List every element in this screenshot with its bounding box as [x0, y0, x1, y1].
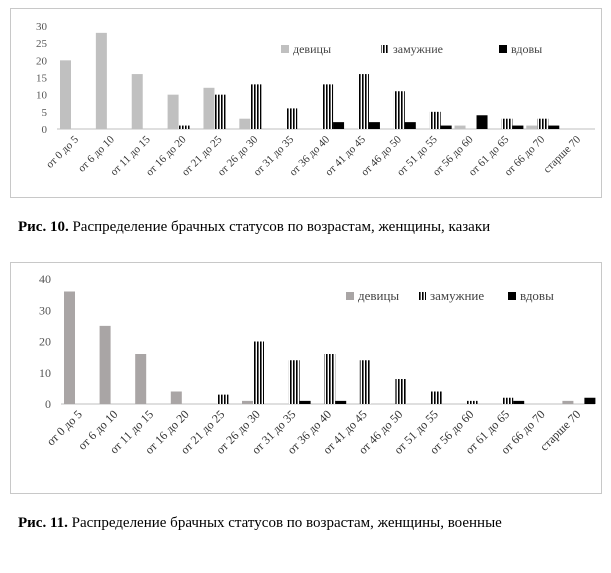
bar-замужние	[393, 91, 405, 129]
bar-вдовы	[404, 122, 416, 129]
legend-label-девицы: девицы	[293, 42, 331, 56]
bar-девицы	[454, 125, 466, 129]
figure-10-caption: Рис. 10. Распределение брачных статусов …	[18, 216, 598, 238]
legend-swatch-девицы	[281, 45, 289, 53]
bar-вдовы	[368, 122, 380, 129]
bar-замужние	[501, 118, 513, 129]
bar-девицы	[170, 391, 182, 404]
figure-11-caption-text: Распределение брачных статусов по возрас…	[67, 515, 502, 531]
bar-девицы	[203, 87, 215, 129]
bar-замужние	[466, 400, 478, 404]
bar-вдовы	[584, 397, 596, 404]
bar-девицы	[99, 325, 111, 404]
bar-девицы	[60, 60, 71, 130]
legend-label-вдовы: вдовы	[511, 42, 542, 56]
bar-девицы	[131, 74, 143, 129]
legend-swatch-вдовы	[508, 292, 516, 300]
y-tick-label: 10	[39, 366, 51, 380]
figure-11-caption-label: Рис. 11.	[18, 515, 68, 531]
y-tick-label: 20	[39, 335, 51, 349]
bar-вдовы	[548, 125, 560, 129]
bar-замужние	[217, 394, 229, 404]
bar-замужние	[288, 360, 300, 404]
y-tick-label: 15	[36, 73, 48, 85]
bar-замужние	[395, 379, 407, 404]
figure-10-caption-label: Рис. 10.	[18, 219, 69, 235]
legend-swatch-замужние	[418, 292, 426, 300]
bar-девицы	[242, 400, 253, 404]
bar-замужние	[357, 74, 369, 129]
bar-девицы	[167, 94, 179, 129]
bar-замужние	[502, 397, 514, 404]
bar-замужние	[178, 125, 190, 129]
bar-девицы	[562, 400, 574, 404]
y-tick-label: 20	[36, 55, 48, 67]
y-tick-label: 30	[39, 303, 51, 317]
bar-девицы	[95, 32, 107, 129]
bar-замужние	[250, 84, 262, 129]
legend-label-вдовы: вдовы	[520, 288, 554, 303]
bar-вдовы	[513, 400, 525, 404]
figure-11-caption: Рис. 11. Распределение брачных статусов …	[18, 512, 598, 534]
bar-девицы	[135, 354, 147, 404]
legend-label-замужние: замужние	[393, 42, 443, 56]
bar-девицы	[64, 291, 75, 404]
bar-вдовы	[476, 115, 488, 129]
legend-label-девицы: девицы	[358, 288, 399, 303]
bar-замужние	[322, 84, 334, 129]
bar-замужние	[286, 108, 298, 129]
y-tick-label: 10	[36, 90, 48, 102]
x-tick-label: старше 70	[541, 133, 583, 175]
y-tick-label: 5	[42, 107, 48, 119]
bar-замужние	[429, 111, 441, 129]
y-tick-label: 0	[45, 397, 51, 411]
bar-вдовы	[512, 125, 524, 129]
bar-девицы	[526, 125, 538, 129]
bar-замужние	[359, 360, 371, 404]
y-tick-label: 30	[36, 21, 48, 33]
y-tick-label: 40	[39, 272, 51, 286]
bar-девицы	[239, 118, 251, 129]
chart-10-frame: 0 5 10 15 20 25 30 от 0 до 5 от 6 до 10 от 11 до …	[10, 8, 602, 198]
chart-11-frame: 0 10 20 30 40 от 0 до 5 от 6 до 10 от 11 до 15 о…	[10, 262, 602, 494]
bar-замужние	[324, 354, 336, 404]
y-tick-label: 25	[36, 38, 48, 50]
bar-замужние	[431, 391, 442, 404]
bar-вдовы	[299, 400, 311, 404]
y-tick-label: 0	[42, 124, 48, 136]
bar-замужние	[214, 94, 226, 129]
bar-замужние	[537, 118, 549, 129]
bar-вдовы	[440, 125, 452, 129]
legend-label-замужние: замужние	[430, 288, 484, 303]
figure-10-caption-text: Распределение брачных статусов по возрас…	[68, 219, 491, 235]
legend-swatch-вдовы	[499, 45, 507, 53]
legend-swatch-замужние	[381, 45, 389, 53]
bar-вдовы	[335, 400, 347, 404]
bar-вдовы	[333, 122, 345, 129]
legend-swatch-девицы	[346, 292, 354, 300]
bar-замужние	[253, 341, 264, 404]
